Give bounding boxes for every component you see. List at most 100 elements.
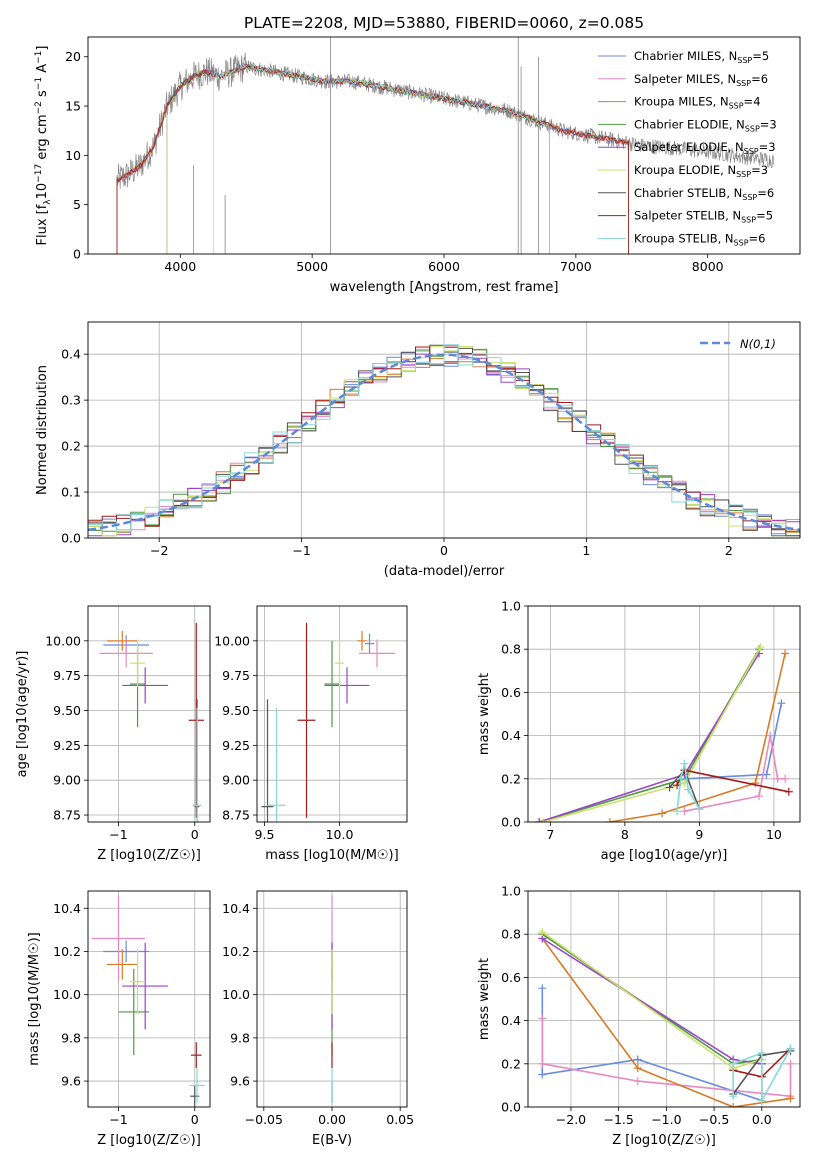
y-tick-label: 0.2 [61, 439, 81, 454]
legend-n-sub: SSP [729, 102, 744, 111]
panel-mass-weight-vs-Z: −2.0 −1.5 −1.0 −0.5 0.0 0.0 0.2 0.4 0.6 0.8 1.0 Z [… [477, 884, 801, 1148]
legend-entry: Salpeter STELIB, NSSP=5 [634, 209, 773, 225]
y-tick-label: 0.2 [501, 771, 521, 786]
axes-frame [87, 890, 211, 1108]
plot-area-residuals [88, 344, 800, 537]
weight-marker [538, 1070, 547, 1079]
legend-n-sub: SSP [736, 79, 751, 88]
weight-marker [676, 774, 685, 783]
legend-entry: Kroupa ELODIE, NSSP=3 [634, 163, 768, 179]
x-axis-label: age [log10(age/yr)] [601, 848, 728, 863]
x-tick-label: 2 [725, 543, 733, 558]
y-axis-label: mass weight [477, 673, 492, 755]
x-tick-label: 4000 [164, 259, 196, 274]
y-axis-label: mass weight [477, 958, 492, 1040]
x-tick-label: 9.5 [255, 827, 275, 842]
x-tick-label: 6000 [428, 259, 460, 274]
legend-n: , N [721, 49, 737, 63]
weight-marker [538, 818, 547, 822]
legend-n: , N [718, 231, 734, 245]
y-tick-label: 10.2 [222, 944, 250, 959]
x-axis-label: mass [log10(M/M☉)] [265, 848, 398, 863]
y-tick-label: 0.4 [501, 728, 521, 743]
weight-marker [538, 928, 547, 937]
axes-frame [256, 605, 408, 823]
legend-entry: Salpeter MILES, NSSP=6 [634, 72, 768, 88]
weight-marker [786, 1044, 795, 1053]
y-tick-label: 9.6 [230, 1074, 250, 1089]
y-tick-label: 10 [65, 148, 81, 163]
y-tick-label: 0.6 [501, 970, 521, 985]
legend-n-sub: SSP [741, 216, 756, 225]
panel-spectrum: 4000 5000 6000 7000 8000 0 5 10 15 20 wavelength [… [34, 36, 801, 295]
legend-n: , N [725, 209, 741, 223]
x-tick-label: −0.05 [245, 1112, 283, 1127]
legend-n-sub: SSP [745, 124, 760, 133]
x-tick-label: −1 [109, 1112, 127, 1127]
plot-area-mass-vs-Z [91, 895, 205, 1107]
weight-marker [756, 643, 765, 652]
y-tick-label: 9.75 [222, 668, 250, 683]
panel-age-vs-mass: 9.5 10.0 8.75 9.00 9.25 9.50 9.75 10.00 mass [lo… [214, 605, 408, 863]
panel-residuals: −2 −1 0 1 2 0.0 0.1 0.2 0.3 0.4 (data-model)/error… [35, 321, 801, 579]
x-axis-label: E(B-V) [312, 1133, 352, 1148]
legend-nssp: 6 [761, 72, 768, 86]
model-spectrum-5 [166, 63, 550, 254]
weight-line-5 [541, 931, 763, 1069]
plot-area-age-vs-mass [261, 622, 395, 822]
weight-marker [680, 759, 689, 768]
legend-name: Chabrier ELODIE [634, 117, 729, 131]
y-label-part: 10 [35, 183, 50, 200]
y-tick-label: 10.2 [53, 944, 81, 959]
x-tick-label: 0.00 [318, 1112, 346, 1127]
axes-frame [527, 890, 801, 1108]
x-axis-label: Z [log10(Z/Z☉)] [97, 848, 201, 863]
y-tick-label: 0.6 [501, 685, 521, 700]
y-label-part: λ [43, 199, 53, 205]
y-tick-label: 9.50 [222, 703, 250, 718]
x-axis-label: wavelength [Angstrom, rest frame] [330, 280, 559, 295]
legend-eq: = [751, 72, 761, 86]
x-tick-label: 7 [546, 827, 554, 842]
panel-age-vs-Z: −1 0 8.75 9.00 9.25 9.50 9.75 10.00 Z [log10(Z/Z… [15, 605, 211, 863]
x-tick-label: −1.0 [651, 1112, 681, 1127]
y-tick-label: 0.4 [61, 347, 81, 362]
legend-name: Chabrier STELIB [634, 186, 726, 200]
y-tick-label: 10.4 [53, 901, 81, 916]
weight-marker [729, 1103, 738, 1107]
y-label-part: erg cm [35, 114, 50, 163]
legend-name: Chabrier MILES [634, 49, 721, 63]
legend-nssp: 5 [766, 209, 773, 223]
legend-name: Kroupa ELODIE [634, 163, 720, 177]
weight-marker [781, 649, 790, 658]
weight-marker [673, 807, 682, 816]
x-tick-label: 10.0 [326, 827, 354, 842]
weight-marker [684, 785, 693, 794]
weight-marker [633, 1077, 642, 1086]
y-tick-label: 0.0 [61, 531, 81, 546]
weight-marker [757, 1096, 766, 1105]
legend-n: , N [726, 186, 742, 200]
weight-line-2 [609, 653, 786, 822]
panel-mass-vs-ebv: −0.05 0.00 0.05 9.6 9.8 10.0 10.2 10.4 E(B-V) [222, 890, 414, 1148]
y-label-part: A [35, 64, 50, 77]
y-tick-label: 20 [65, 49, 81, 64]
plot-area-age-vs-Z [99, 622, 204, 822]
weight-marker [766, 731, 775, 740]
x-tick-label: −1.5 [603, 1112, 633, 1127]
axes-frame [527, 605, 801, 823]
y-label-part: −2 [34, 101, 44, 114]
panel-mass-vs-Z: −1 0 9.6 9.8 10.0 10.2 10.4 Z [log10(Z/Z☉)] mass… [27, 890, 211, 1148]
legend-n: , N [728, 140, 744, 154]
y-label-part: ] [35, 46, 50, 51]
legend-n: , N [720, 163, 736, 177]
weight-marker [695, 805, 704, 814]
y-tick-label: 0.8 [501, 927, 521, 942]
y-label-part: −1 [34, 77, 44, 90]
weight-marker [538, 984, 547, 993]
y-axis-label: age [log10(age/yr)] [15, 651, 30, 778]
x-tick-label: 0 [191, 827, 199, 842]
legend-n-sub: SSP [742, 193, 757, 202]
x-tick-label: −1 [292, 543, 310, 558]
model-spectrum-3 [166, 63, 550, 254]
